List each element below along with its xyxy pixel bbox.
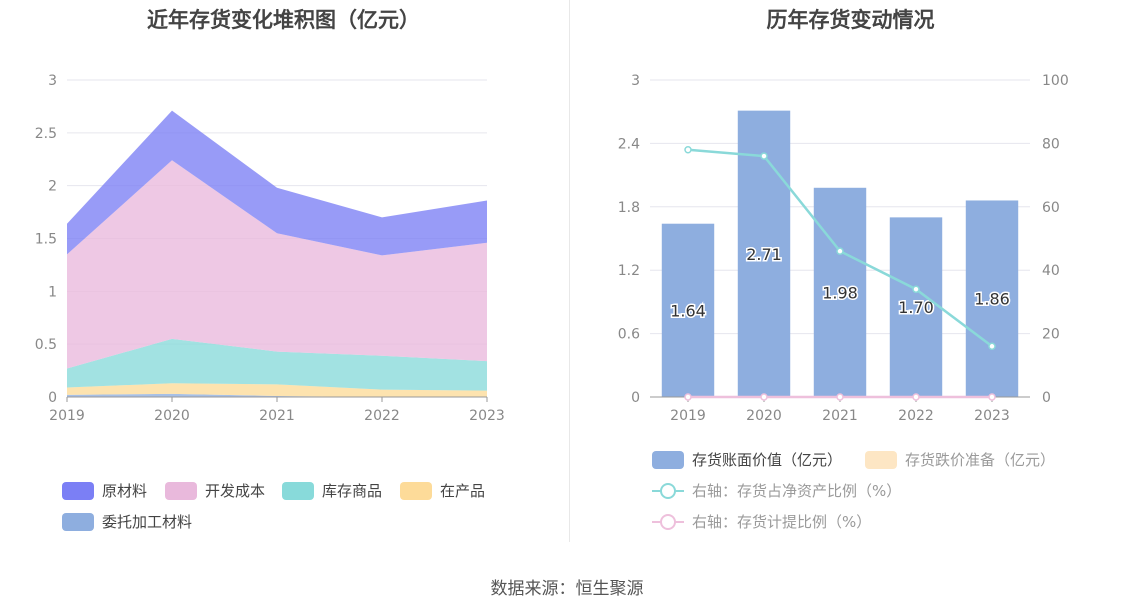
legend-item[interactable]: 存货跌价准备（亿元）	[865, 449, 1055, 470]
x-tick-label: 2020	[746, 408, 782, 424]
y2-tick-label: 100	[1042, 73, 1069, 89]
y-tick-label: 2.4	[618, 136, 640, 152]
bar-data-label: 1.64	[670, 301, 706, 320]
y-tick-label: 0.5	[35, 337, 57, 353]
line-point	[684, 393, 692, 401]
left-chart-panel: 近年存货变化堆积图（亿元） 0 0.5 1 1.5 2 2.5 3 2019 2020 2021 2…	[0, 0, 567, 545]
legend-label: 开发成本	[205, 482, 266, 500]
line-point	[684, 145, 692, 154]
y2-tick-label: 80	[1042, 136, 1060, 152]
bar-data-label: 1.86	[974, 290, 1010, 309]
legend-label: 委托加工材料	[102, 513, 193, 531]
line-point	[836, 247, 844, 255]
data-source: 数据来源：恒生聚源	[490, 579, 644, 599]
area-series	[67, 160, 487, 369]
x-tick-label: 2022	[364, 408, 400, 424]
line-point	[836, 393, 844, 401]
x-tick-label: 2022	[898, 408, 934, 424]
bar-data-label: 1.70	[898, 298, 934, 317]
left-chart-title: 近年存货变化堆积图（亿元）	[147, 8, 420, 32]
legend-item[interactable]: 库存商品	[282, 480, 382, 501]
x-tick-label: 2023	[974, 408, 1010, 424]
y-tick-label: 0	[631, 390, 640, 406]
legend-item[interactable]: 右轴：存货占净资产比例（%）	[652, 480, 901, 501]
legend-item[interactable]: 开发成本	[165, 480, 265, 501]
area-series	[67, 393, 487, 397]
bar	[965, 200, 1019, 397]
x-tick-label: 2020	[154, 408, 190, 424]
legend-label: 原材料	[102, 482, 148, 500]
legend-item[interactable]: 存货账面价值（亿元）	[652, 449, 842, 470]
bar	[889, 217, 943, 397]
right-chart-title: 历年存货变动情况	[766, 8, 935, 32]
legend-swatch	[165, 481, 197, 500]
x-tick-label: 2021	[822, 408, 858, 424]
panel-divider	[569, 0, 570, 542]
y2-tick-label: 20	[1042, 327, 1060, 343]
y-tick-label: 3	[631, 73, 640, 89]
x-tick-label: 2023	[469, 408, 505, 424]
legend-item[interactable]: 原材料	[62, 480, 147, 501]
y-tick-label: 2.5	[35, 126, 57, 142]
bar	[813, 187, 867, 397]
y-tick-label: 3	[48, 73, 57, 89]
line-point	[760, 393, 768, 401]
x-tick-label: 2019	[670, 408, 706, 424]
area-series	[67, 338, 487, 391]
area-series	[67, 383, 487, 397]
y2-tick-label: 40	[1042, 263, 1060, 279]
bar-data-label: 1.98	[822, 283, 858, 302]
y2-tick-label: 0	[1042, 390, 1051, 406]
line-point	[988, 393, 996, 401]
y-tick-label: 2	[48, 179, 57, 195]
legend-swatch	[865, 450, 897, 469]
y-tick-label: 0.6	[618, 327, 640, 343]
y2-tick-label: 60	[1042, 200, 1060, 216]
line-point	[760, 152, 768, 160]
area-series	[67, 110, 487, 256]
y-tick-label: 1	[48, 284, 57, 300]
line-point	[912, 393, 920, 401]
x-tick-label: 2021	[259, 408, 295, 424]
legend-swatch	[282, 481, 314, 500]
legend-swatch	[400, 481, 432, 500]
legend-swatch	[652, 513, 684, 531]
stacked-area-chart: 0 0.5 1 1.5 2 2.5 3 2019 2020 2021 2022 2023	[35, 73, 505, 424]
legend-label: 存货跌价准备（亿元）	[905, 451, 1056, 469]
legend-swatch	[62, 512, 94, 531]
line-point	[988, 342, 996, 351]
legend-label: 右轴：存货占净资产比例（%）	[692, 482, 902, 500]
y-tick-label: 1.2	[618, 263, 640, 279]
right-chart-panel: 历年存货变动情况 0 0.6 1.2 1.8 2.4 3 0 20 40 60 80 100 1.64 2…	[567, 0, 1134, 545]
legend-label: 存货账面价值（亿元）	[692, 451, 843, 469]
legend-item[interactable]: 在产品	[400, 480, 485, 501]
legend-item[interactable]: 委托加工材料	[62, 511, 192, 532]
legend-swatch	[62, 481, 94, 500]
x-tick-label: 2019	[49, 408, 85, 424]
y-tick-label: 1.5	[35, 232, 57, 248]
legend-label: 右轴：存货计提比例（%）	[692, 513, 872, 531]
y-tick-label: 0	[48, 390, 57, 406]
bar	[661, 223, 715, 397]
legend-swatch	[652, 450, 684, 469]
legend-label: 库存商品	[322, 482, 383, 500]
y-tick-label: 1.8	[618, 200, 640, 216]
legend-label: 在产品	[440, 482, 486, 500]
line-point	[912, 285, 920, 293]
legend-swatch	[652, 482, 684, 500]
bar-line-chart: 0 0.6 1.2 1.8 2.4 3 0 20 40 60 80 100 1.64 2.71 1.98 1.…	[618, 73, 1069, 424]
bar-data-label: 2.71	[746, 245, 782, 264]
legend-item[interactable]: 右轴：存货计提比例（%）	[652, 511, 871, 532]
